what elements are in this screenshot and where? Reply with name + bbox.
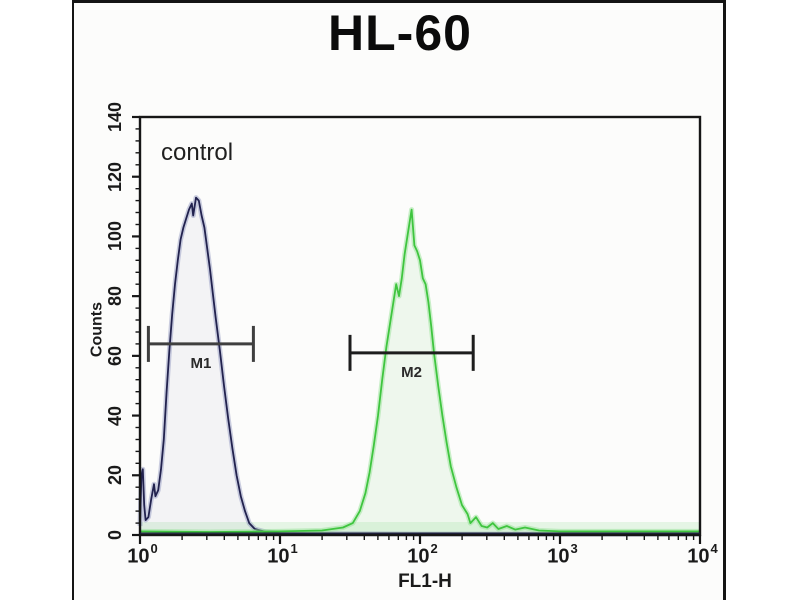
series-control-fill [140, 197, 700, 535]
series-control-curve [139, 196, 700, 535]
y-tick-label: 80 [105, 286, 125, 307]
figure-photo-frame [72, 0, 726, 600]
x-tick-label: 101 [267, 541, 298, 568]
y-tick-label: 60 [105, 345, 125, 366]
control-annotation: control [161, 139, 234, 166]
x-tick-label: 102 [407, 541, 438, 568]
y-tick-label: 140 [105, 101, 125, 133]
series-antibody-curve [139, 208, 700, 533]
marker-m2-label: M2 [401, 363, 423, 381]
y-tick-label: 120 [105, 161, 125, 192]
x-tick-label: 103 [547, 541, 578, 568]
x-tick-label: 104 [687, 541, 718, 568]
y-axis-title: Counts [88, 301, 106, 358]
x-tick-label: 100 [127, 541, 158, 568]
series-antibody-fill [140, 209, 700, 535]
y-tick-label: 20 [105, 465, 125, 486]
y-tick-label: 40 [105, 405, 125, 426]
y-tick-label: 100 [105, 221, 125, 252]
figure-title: HL-60 [328, 5, 472, 61]
marker-m1-label: M1 [190, 354, 212, 372]
x-axis-title: FL1-H [398, 571, 452, 592]
